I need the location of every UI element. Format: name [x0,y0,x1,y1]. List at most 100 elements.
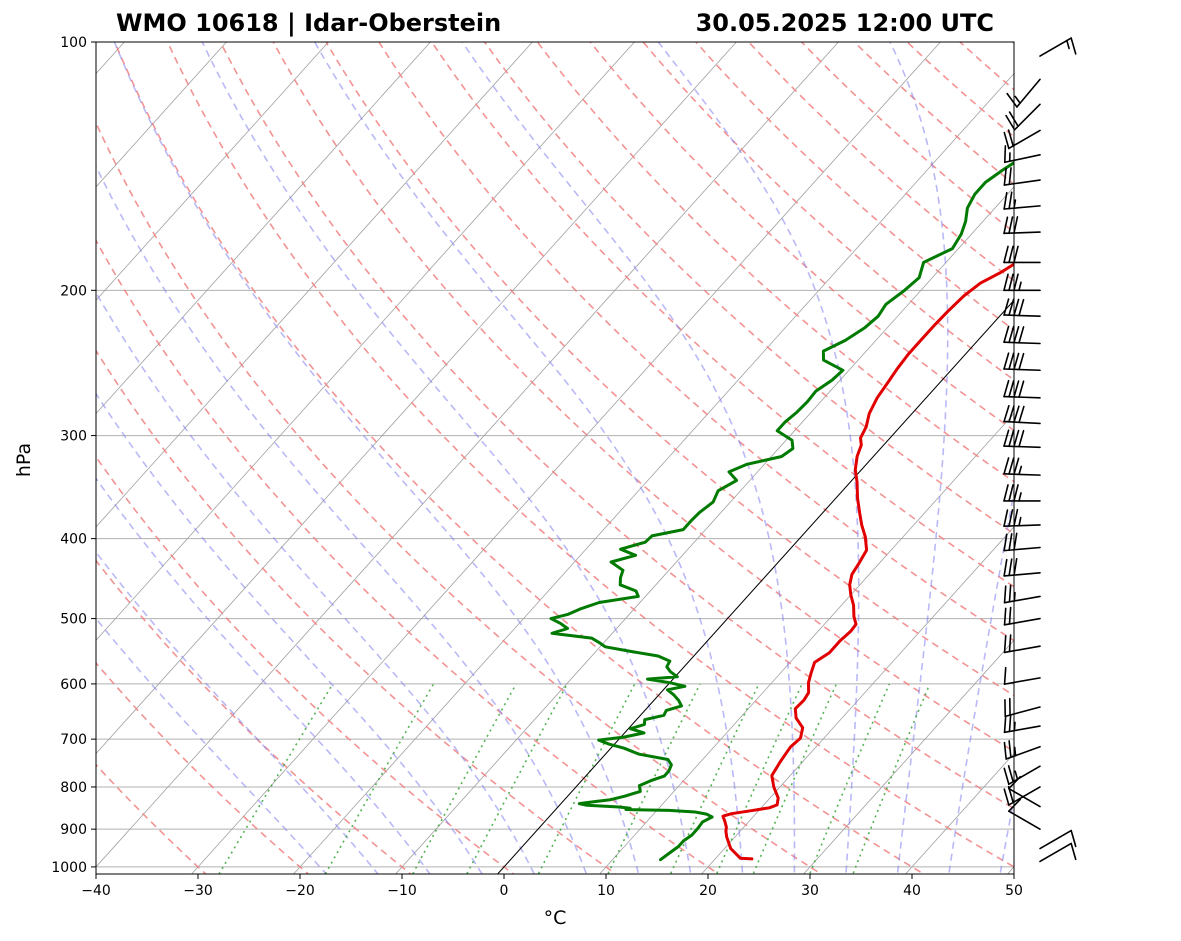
wind-barb-half [1018,516,1022,527]
wind-barb-full [1003,404,1010,423]
wind-barb-full [1018,405,1025,424]
y-tick-label: 1000 [51,860,87,876]
wind-barb-staff [1005,745,1041,760]
wind-barb-half [1013,199,1017,209]
wind-barb-full [1008,509,1014,527]
dry-adiabat [325,42,1014,697]
y-tick-label: 100 [60,35,87,51]
wind-barb-full [1005,114,1016,131]
wind-barb-staff [1003,546,1041,552]
wind-barb [1003,666,1041,685]
wind-barb [1006,78,1041,108]
wind-barb [1003,298,1041,318]
wind-barb-full [1013,405,1020,423]
wind-barb-half [1066,39,1070,50]
wind-barb-full [1008,167,1012,186]
x-tick-label: 20 [699,883,717,899]
wind-barb [1003,557,1041,577]
x-tick-label: 10 [597,883,615,899]
isotherm [96,42,737,755]
wind-barb-full [1008,714,1012,733]
isotherm [96,42,839,868]
wind-barb-full [1003,741,1007,760]
wind-barb-half [1014,770,1019,781]
wind-barb-staff [1003,677,1041,685]
wind-barb [1003,714,1041,734]
wind-barb [1003,508,1041,528]
y-tick-label: 900 [60,822,87,838]
wind-barb [1003,785,1041,806]
wind-barb-half [1018,281,1022,292]
wind-barb-full [1008,484,1014,502]
mixing-ratio-line [324,683,435,874]
x-axis: −40 −30 −20 −10 0 10 20 30 40 50 [81,874,1023,899]
background-lines [96,42,1014,874]
wind-barbs [1003,37,1077,863]
wind-barb-half [1013,591,1016,602]
wind-barb-full [1008,352,1015,370]
wind-barb-staff [1016,78,1041,108]
wind-barb-full [1070,842,1077,861]
wind-barb-full [1003,585,1007,604]
chart-title-station: WMO 10618 | Idar-Oberstein [116,9,501,37]
wind-barb-full [1007,765,1014,783]
wind-barb-full [1003,635,1007,654]
wind-barb-full [1013,429,1020,448]
mixing-ratio-line [465,683,569,874]
y-tick-label: 500 [60,612,87,628]
x-axis-label: °C [544,907,567,929]
wind-barb-staff [1008,787,1041,808]
wind-barb-full [1018,380,1025,398]
wind-barb-staff [1003,420,1041,425]
moist-adiabat [96,477,431,874]
wind-barb [1003,352,1041,372]
dry-adiabat [113,42,926,874]
wind-barb-full [1018,298,1025,317]
isotherm [191,42,941,874]
wind-barb-staff [1039,829,1072,850]
wind-barb-full [1013,557,1018,576]
wind-barb [1008,798,1041,830]
wind-barb-full [1008,798,1022,812]
wind-barb-half [1013,746,1017,757]
dry-adiabat [96,661,310,874]
wind-barb-full [1008,216,1014,234]
wind-barb-full [1003,788,1010,806]
moist-adiabat [96,550,379,874]
wind-barb-half [1018,465,1023,476]
dewpoint-line [549,160,1014,862]
wind-barb-full [1003,144,1007,164]
wind-barb [1003,273,1041,292]
wind-barb-full [1008,429,1015,448]
wind-barb [1003,191,1041,210]
wind-barb [1003,245,1041,264]
isotherm [96,42,431,415]
wind-barb-full [1008,111,1019,128]
dry-adiabat [642,42,1014,381]
wind-barb-full [1003,767,1010,786]
moist-adiabat [314,42,744,874]
wind-barb-full [1003,533,1008,552]
wind-barb [1003,634,1041,654]
wind-barb-full [1018,326,1025,344]
wind-barb-full [1008,325,1015,344]
mixing-ratio-line [411,683,517,874]
wind-barb-staff [1003,473,1041,476]
wind-barb-full [1008,558,1013,577]
wind-barb [1003,404,1041,425]
wind-barb [1003,584,1041,604]
mixing-ratio-line [218,683,334,874]
wind-barb-full [1008,584,1012,603]
wind-barb [1003,379,1041,399]
wind-barb-half [1018,492,1022,502]
wind-barb-full [1008,191,1013,210]
wind-barb [1005,103,1041,131]
wind-barb-full [1008,457,1015,475]
wind-barb [1003,429,1041,449]
moist-adiabat [201,42,692,874]
x-tick-label: −40 [81,883,111,899]
wind-barb-staff [1003,524,1041,528]
moist-adiabat [657,42,860,874]
wind-barb-full [1003,191,1008,210]
